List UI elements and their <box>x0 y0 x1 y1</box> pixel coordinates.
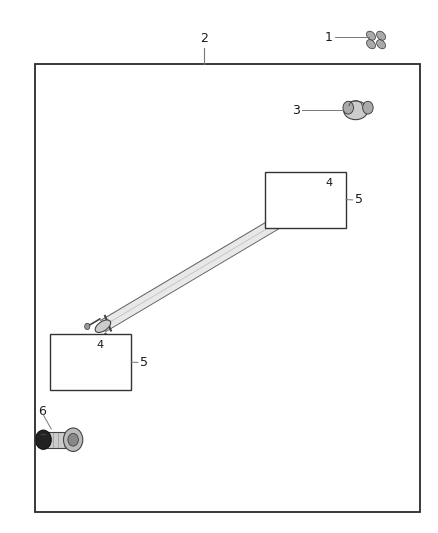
Circle shape <box>343 101 353 114</box>
Ellipse shape <box>75 370 81 381</box>
Text: 6: 6 <box>39 405 46 418</box>
Ellipse shape <box>283 207 289 212</box>
Circle shape <box>363 101 373 114</box>
Circle shape <box>91 338 96 344</box>
Ellipse shape <box>70 376 75 381</box>
Ellipse shape <box>303 180 308 185</box>
Ellipse shape <box>62 369 67 375</box>
Circle shape <box>304 211 310 217</box>
Circle shape <box>64 428 83 451</box>
Ellipse shape <box>291 213 297 219</box>
Ellipse shape <box>296 181 302 192</box>
Circle shape <box>35 430 51 449</box>
Text: 4: 4 <box>325 178 332 188</box>
Ellipse shape <box>82 343 87 348</box>
Circle shape <box>296 196 303 204</box>
Circle shape <box>298 196 304 203</box>
Ellipse shape <box>343 101 368 120</box>
Text: 5: 5 <box>140 356 148 369</box>
Text: 2: 2 <box>200 33 208 45</box>
Circle shape <box>85 323 90 329</box>
Ellipse shape <box>283 187 289 192</box>
Text: 5: 5 <box>355 193 363 206</box>
Ellipse shape <box>82 376 87 381</box>
Bar <box>50 334 131 390</box>
Ellipse shape <box>95 320 111 333</box>
Ellipse shape <box>62 349 67 354</box>
Bar <box>265 172 346 228</box>
Circle shape <box>68 433 78 446</box>
Ellipse shape <box>75 344 81 354</box>
Bar <box>45 432 73 448</box>
Ellipse shape <box>63 359 71 366</box>
Ellipse shape <box>284 196 293 204</box>
Ellipse shape <box>377 39 385 49</box>
Ellipse shape <box>306 196 314 204</box>
Text: 3: 3 <box>292 104 300 117</box>
Ellipse shape <box>291 180 297 185</box>
Ellipse shape <box>85 359 93 366</box>
Ellipse shape <box>303 213 308 219</box>
Text: 4: 4 <box>96 340 103 350</box>
Ellipse shape <box>70 342 75 348</box>
Ellipse shape <box>367 39 375 49</box>
Polygon shape <box>101 208 293 332</box>
Text: 1: 1 <box>325 31 333 44</box>
Ellipse shape <box>377 31 385 41</box>
Ellipse shape <box>296 208 302 219</box>
Bar <box>35 64 420 512</box>
Ellipse shape <box>367 31 375 41</box>
Ellipse shape <box>283 208 299 221</box>
Circle shape <box>74 358 81 367</box>
